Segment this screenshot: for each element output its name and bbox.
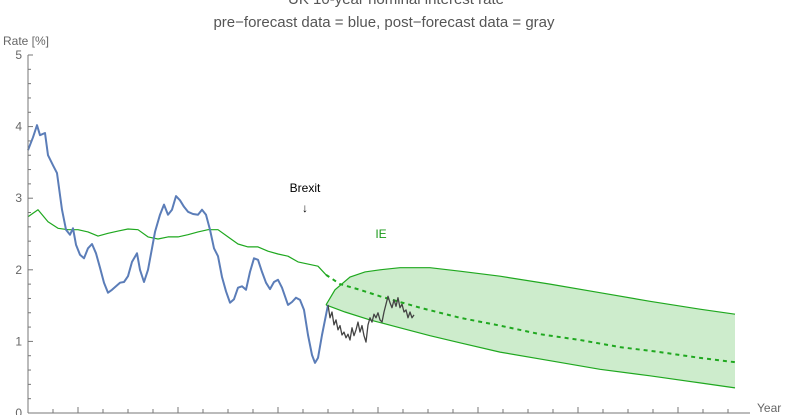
annotations: Brexit ↓ IE (290, 181, 387, 241)
ie-annotation: IE (375, 227, 386, 241)
post-forecast-line (327, 295, 415, 343)
series-lines (27, 124, 736, 364)
brexit-annotation: Brexit (290, 181, 321, 195)
y-axis-label: Rate [%] (3, 34, 49, 48)
historical-forecast-line (27, 209, 327, 276)
chart-title: UK 10-year nominal interest rate (288, 0, 504, 8)
forecast-band-area (326, 267, 735, 388)
y-tick-label: 3 (15, 191, 22, 205)
y-tick-label: 4 (15, 120, 22, 134)
band-lower-line (325, 304, 736, 389)
brexit-arrow-icon: ↓ (302, 201, 308, 215)
forecast-median-line (325, 273, 736, 364)
forecast-band (325, 267, 736, 389)
y-tick-label: 2 (15, 263, 22, 277)
pre-forecast-line (27, 124, 329, 364)
x-axis-label: Year (757, 401, 781, 415)
band-upper-line (325, 267, 736, 315)
y-tick-label: 0 (15, 406, 22, 415)
chart-subtitle: pre−forecast data = blue, post−forecast … (213, 14, 555, 31)
y-tick-label: 5 (15, 48, 22, 62)
y-tick-label: 1 (15, 334, 22, 348)
axes: 0 1 2 3 4 5 (15, 48, 750, 415)
